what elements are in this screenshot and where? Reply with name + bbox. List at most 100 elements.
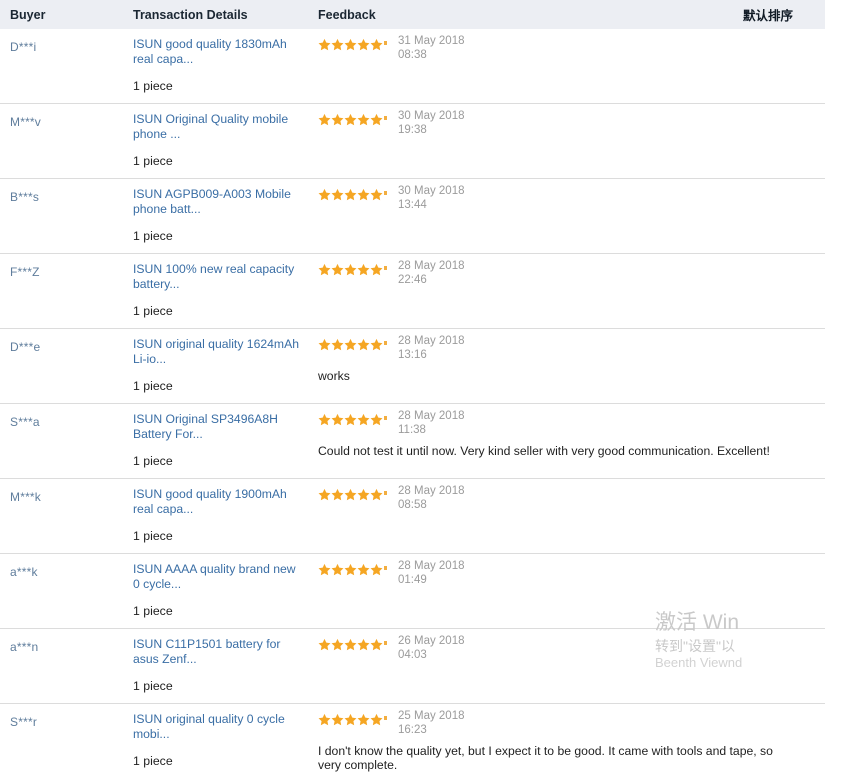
cell-buyer: F***Z xyxy=(0,254,128,329)
feedback-summary: 25 May 2018 16:23 xyxy=(318,712,817,737)
cell-buyer: D***i xyxy=(0,29,128,104)
star-rating-icon xyxy=(318,563,387,576)
cell-buyer: a***n xyxy=(0,629,128,704)
cell-feedback: 28 May 2018 22:46 xyxy=(315,254,825,329)
buyer-id: M***v xyxy=(10,115,41,129)
cell-buyer: a***k xyxy=(0,554,128,629)
product-link[interactable]: ISUN original quality 1624mAh Li-io... xyxy=(133,337,303,366)
buyer-id: S***r xyxy=(10,715,37,729)
cell-transaction-details: ISUN Original Quality mobile phone ... 1 … xyxy=(128,104,315,179)
quantity-label: 1 piece xyxy=(133,679,303,693)
quantity-label: 1 piece xyxy=(133,754,303,768)
feedback-comment: works xyxy=(318,369,788,383)
feedback-summary: 30 May 2018 13:44 xyxy=(318,187,817,212)
cell-transaction-details: ISUN C11P1501 battery for asus Zenf... 1 … xyxy=(128,629,315,704)
cell-transaction-details: ISUN original quality 0 cycle mobi... 1 p… xyxy=(128,704,315,782)
product-link[interactable]: ISUN original quality 0 cycle mobi... xyxy=(133,712,303,741)
product-link[interactable]: ISUN AAAA quality brand new 0 cycle... xyxy=(133,562,303,591)
product-link[interactable]: ISUN AGPB009-A003 Mobile phone batt... xyxy=(133,187,303,216)
star-rating-icon xyxy=(318,338,387,351)
table-row: D***i ISUN good quality 1830mAh real capa… xyxy=(0,29,825,104)
star-rating-icon xyxy=(318,38,387,51)
feedback-summary: 28 May 2018 01:49 xyxy=(318,562,817,587)
feedback-summary: 28 May 2018 08:58 xyxy=(318,487,817,512)
product-link[interactable]: ISUN good quality 1900mAh real capa... xyxy=(133,487,303,516)
buyer-id: F***Z xyxy=(10,265,40,279)
feedback-comment: Could not test it until now. Very kind s… xyxy=(318,444,788,458)
feedback-timestamp: 28 May 2018 13:16 xyxy=(398,335,465,362)
buyer-id: S***a xyxy=(10,415,40,429)
star-rating-icon xyxy=(318,638,387,651)
product-link[interactable]: ISUN good quality 1830mAh real capa... xyxy=(133,37,303,66)
feedback-timestamp: 28 May 2018 11:38 xyxy=(398,410,465,437)
buyer-id: D***i xyxy=(10,40,36,54)
table-row: S***a ISUN Original SP3496A8H Battery For… xyxy=(0,404,825,479)
cell-buyer: B***s xyxy=(0,179,128,254)
product-link[interactable]: ISUN Original Quality mobile phone ... xyxy=(133,112,303,141)
sort-label[interactable]: 默认排序 xyxy=(743,9,793,23)
star-rating-icon xyxy=(318,488,387,501)
feedback-timestamp: 28 May 2018 08:58 xyxy=(398,485,465,512)
buyer-id: a***n xyxy=(10,640,38,654)
star-rating-icon xyxy=(318,713,387,726)
cell-feedback: 28 May 2018 13:16 works xyxy=(315,329,825,404)
feedback-summary: 31 May 2018 08:38 xyxy=(318,37,817,62)
cell-transaction-details: ISUN good quality 1830mAh real capa... 1 … xyxy=(128,29,315,104)
product-link[interactable]: ISUN Original SP3496A8H Battery For... xyxy=(133,412,303,441)
cell-feedback: 28 May 2018 11:38 Could not test it until… xyxy=(315,404,825,479)
feedback-summary: 28 May 2018 22:46 xyxy=(318,262,817,287)
column-header-transaction-details: Transaction Details xyxy=(128,0,315,29)
star-rating-icon xyxy=(318,188,387,201)
sort-control[interactable]: 默认排序 xyxy=(658,0,825,29)
cell-feedback: 25 May 2018 16:23 I don't know the qualit… xyxy=(315,704,825,782)
cell-buyer: S***r xyxy=(0,704,128,782)
table-row: D***e ISUN original quality 1624mAh Li-io… xyxy=(0,329,825,404)
table-row: a***n ISUN C11P1501 battery for asus Zenf… xyxy=(0,629,825,704)
cell-feedback: 30 May 2018 13:44 xyxy=(315,179,825,254)
quantity-label: 1 piece xyxy=(133,154,303,168)
feedback-rows: D***i ISUN good quality 1830mAh real capa… xyxy=(0,29,825,782)
quantity-label: 1 piece xyxy=(133,529,303,543)
quantity-label: 1 piece xyxy=(133,304,303,318)
table-header-row: Buyer Transaction Details Feedback 默认排序 xyxy=(0,0,825,29)
cell-buyer: D***e xyxy=(0,329,128,404)
feedback-summary: 30 May 2018 19:38 xyxy=(318,112,817,137)
quantity-label: 1 piece xyxy=(133,79,303,93)
cell-transaction-details: ISUN AGPB009-A003 Mobile phone batt... 1 … xyxy=(128,179,315,254)
buyer-id: D***e xyxy=(10,340,40,354)
cell-feedback: 28 May 2018 08:58 xyxy=(315,479,825,554)
quantity-label: 1 piece xyxy=(133,229,303,243)
feedback-timestamp: 30 May 2018 19:38 xyxy=(398,110,465,137)
star-rating-icon xyxy=(318,113,387,126)
table-row: M***v ISUN Original Quality mobile phone … xyxy=(0,104,825,179)
cell-transaction-details: ISUN Original SP3496A8H Battery For... 1 … xyxy=(128,404,315,479)
feedback-comment: I don't know the quality yet, but I expe… xyxy=(318,744,788,772)
quantity-label: 1 piece xyxy=(133,379,303,393)
feedback-summary: 28 May 2018 13:16 xyxy=(318,337,817,362)
feedback-timestamp: 28 May 2018 22:46 xyxy=(398,260,465,287)
buyer-id: a***k xyxy=(10,565,38,579)
cell-transaction-details: ISUN 100% new real capacity battery... 1 … xyxy=(128,254,315,329)
cell-feedback: 26 May 2018 04:03 xyxy=(315,629,825,704)
star-rating-icon xyxy=(318,263,387,276)
cell-buyer: S***a xyxy=(0,404,128,479)
cell-transaction-details: ISUN AAAA quality brand new 0 cycle... 1 … xyxy=(128,554,315,629)
quantity-label: 1 piece xyxy=(133,604,303,618)
cell-buyer: M***v xyxy=(0,104,128,179)
feedback-timestamp: 28 May 2018 01:49 xyxy=(398,560,465,587)
feedback-timestamp: 30 May 2018 13:44 xyxy=(398,185,465,212)
table-row: F***Z ISUN 100% new real capacity battery… xyxy=(0,254,825,329)
cell-feedback: 30 May 2018 19:38 xyxy=(315,104,825,179)
product-link[interactable]: ISUN C11P1501 battery for asus Zenf... xyxy=(133,637,303,666)
feedback-timestamp: 25 May 2018 16:23 xyxy=(398,710,465,737)
product-link[interactable]: ISUN 100% new real capacity battery... xyxy=(133,262,303,291)
quantity-label: 1 piece xyxy=(133,454,303,468)
feedback-timestamp: 26 May 2018 04:03 xyxy=(398,635,465,662)
star-rating-icon xyxy=(318,413,387,426)
column-header-buyer: Buyer xyxy=(0,0,128,29)
cell-feedback: 28 May 2018 01:49 xyxy=(315,554,825,629)
feedback-timestamp: 31 May 2018 08:38 xyxy=(398,35,465,62)
